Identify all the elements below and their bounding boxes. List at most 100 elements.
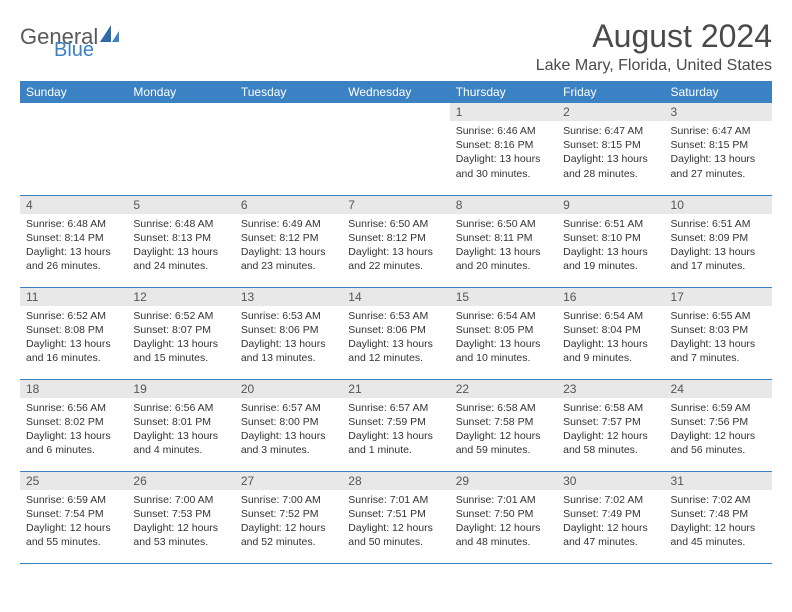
day-cell: 28Sunrise: 7:01 AMSunset: 7:51 PMDayligh… [342, 471, 449, 563]
sunset-text: Sunset: 8:14 PM [26, 231, 121, 245]
day-body: Sunrise: 7:00 AMSunset: 7:53 PMDaylight:… [127, 490, 234, 556]
day-number-empty [342, 103, 449, 121]
logo-blue-text: Blue [54, 39, 94, 61]
title-block: August 2024 Lake Mary, Florida, United S… [536, 18, 772, 75]
day-number: 21 [342, 380, 449, 398]
day-body: Sunrise: 6:51 AMSunset: 8:09 PMDaylight:… [665, 214, 772, 280]
day-number-empty [235, 103, 342, 121]
day-cell: 13Sunrise: 6:53 AMSunset: 8:06 PMDayligh… [235, 287, 342, 379]
sunrise-text: Sunrise: 6:48 AM [133, 217, 228, 231]
sunrise-text: Sunrise: 6:53 AM [348, 309, 443, 323]
day-number: 17 [665, 288, 772, 306]
day-cell: 1Sunrise: 6:46 AMSunset: 8:16 PMDaylight… [450, 103, 557, 195]
day-body: Sunrise: 6:57 AMSunset: 8:00 PMDaylight:… [235, 398, 342, 464]
dow-header-row: Sunday Monday Tuesday Wednesday Thursday… [20, 81, 772, 103]
dow-tuesday: Tuesday [235, 81, 342, 103]
day-number: 29 [450, 472, 557, 490]
daylight-text: Daylight: 12 hours and 55 minutes. [26, 521, 121, 549]
sunrise-text: Sunrise: 6:50 AM [456, 217, 551, 231]
daylight-text: Daylight: 12 hours and 45 minutes. [671, 521, 766, 549]
sunset-text: Sunset: 8:13 PM [133, 231, 228, 245]
day-cell: 17Sunrise: 6:55 AMSunset: 8:03 PMDayligh… [665, 287, 772, 379]
day-number: 20 [235, 380, 342, 398]
sunset-text: Sunset: 8:09 PM [671, 231, 766, 245]
day-body: Sunrise: 6:47 AMSunset: 8:15 PMDaylight:… [557, 121, 664, 187]
day-body: Sunrise: 6:51 AMSunset: 8:10 PMDaylight:… [557, 214, 664, 280]
week-row: 1Sunrise: 6:46 AMSunset: 8:16 PMDaylight… [20, 103, 772, 195]
day-cell: 27Sunrise: 7:00 AMSunset: 7:52 PMDayligh… [235, 471, 342, 563]
daylight-text: Daylight: 13 hours and 30 minutes. [456, 152, 551, 180]
sunrise-text: Sunrise: 6:49 AM [241, 217, 336, 231]
dow-sunday: Sunday [20, 81, 127, 103]
day-cell: 16Sunrise: 6:54 AMSunset: 8:04 PMDayligh… [557, 287, 664, 379]
daylight-text: Daylight: 12 hours and 56 minutes. [671, 429, 766, 457]
day-body: Sunrise: 6:54 AMSunset: 8:04 PMDaylight:… [557, 306, 664, 372]
sunrise-text: Sunrise: 6:58 AM [456, 401, 551, 415]
day-number: 19 [127, 380, 234, 398]
daylight-text: Daylight: 13 hours and 26 minutes. [26, 245, 121, 273]
sunrise-text: Sunrise: 7:00 AM [241, 493, 336, 507]
sunset-text: Sunset: 8:12 PM [241, 231, 336, 245]
day-cell: 11Sunrise: 6:52 AMSunset: 8:08 PMDayligh… [20, 287, 127, 379]
sunset-text: Sunset: 7:54 PM [26, 507, 121, 521]
day-number: 22 [450, 380, 557, 398]
day-cell: 29Sunrise: 7:01 AMSunset: 7:50 PMDayligh… [450, 471, 557, 563]
day-number: 27 [235, 472, 342, 490]
day-number: 28 [342, 472, 449, 490]
daylight-text: Daylight: 13 hours and 16 minutes. [26, 337, 121, 365]
day-body: Sunrise: 6:56 AMSunset: 8:02 PMDaylight:… [20, 398, 127, 464]
daylight-text: Daylight: 13 hours and 12 minutes. [348, 337, 443, 365]
daylight-text: Daylight: 13 hours and 9 minutes. [563, 337, 658, 365]
day-cell: 8Sunrise: 6:50 AMSunset: 8:11 PMDaylight… [450, 195, 557, 287]
sunrise-text: Sunrise: 6:51 AM [671, 217, 766, 231]
sunset-text: Sunset: 8:15 PM [671, 138, 766, 152]
header: GeneralBlue August 2024 Lake Mary, Flori… [20, 18, 772, 75]
day-cell: 18Sunrise: 6:56 AMSunset: 8:02 PMDayligh… [20, 379, 127, 471]
day-body: Sunrise: 6:49 AMSunset: 8:12 PMDaylight:… [235, 214, 342, 280]
day-cell: 22Sunrise: 6:58 AMSunset: 7:58 PMDayligh… [450, 379, 557, 471]
sunset-text: Sunset: 7:59 PM [348, 415, 443, 429]
daylight-text: Daylight: 12 hours and 48 minutes. [456, 521, 551, 549]
dow-monday: Monday [127, 81, 234, 103]
day-cell: 23Sunrise: 6:58 AMSunset: 7:57 PMDayligh… [557, 379, 664, 471]
sunset-text: Sunset: 8:08 PM [26, 323, 121, 337]
sunrise-text: Sunrise: 6:50 AM [348, 217, 443, 231]
day-body: Sunrise: 6:58 AMSunset: 7:58 PMDaylight:… [450, 398, 557, 464]
week-row: 25Sunrise: 6:59 AMSunset: 7:54 PMDayligh… [20, 471, 772, 563]
sunrise-text: Sunrise: 6:54 AM [456, 309, 551, 323]
daylight-text: Daylight: 13 hours and 13 minutes. [241, 337, 336, 365]
day-cell: 5Sunrise: 6:48 AMSunset: 8:13 PMDaylight… [127, 195, 234, 287]
sunset-text: Sunset: 8:06 PM [348, 323, 443, 337]
day-number: 10 [665, 196, 772, 214]
day-number: 2 [557, 103, 664, 121]
day-number: 15 [450, 288, 557, 306]
day-number: 18 [20, 380, 127, 398]
sunset-text: Sunset: 8:01 PM [133, 415, 228, 429]
sunrise-text: Sunrise: 6:51 AM [563, 217, 658, 231]
daylight-text: Daylight: 12 hours and 53 minutes. [133, 521, 228, 549]
calendar-body: 1Sunrise: 6:46 AMSunset: 8:16 PMDaylight… [20, 103, 772, 563]
day-number: 8 [450, 196, 557, 214]
daylight-text: Daylight: 13 hours and 27 minutes. [671, 152, 766, 180]
daylight-text: Daylight: 13 hours and 24 minutes. [133, 245, 228, 273]
day-cell: 26Sunrise: 7:00 AMSunset: 7:53 PMDayligh… [127, 471, 234, 563]
day-cell [235, 103, 342, 195]
day-body: Sunrise: 7:01 AMSunset: 7:51 PMDaylight:… [342, 490, 449, 556]
day-body: Sunrise: 6:59 AMSunset: 7:56 PMDaylight:… [665, 398, 772, 464]
daylight-text: Daylight: 12 hours and 59 minutes. [456, 429, 551, 457]
dow-friday: Friday [557, 81, 664, 103]
week-row: 4Sunrise: 6:48 AMSunset: 8:14 PMDaylight… [20, 195, 772, 287]
day-number: 3 [665, 103, 772, 121]
day-number: 31 [665, 472, 772, 490]
day-number: 4 [20, 196, 127, 214]
daylight-text: Daylight: 12 hours and 50 minutes. [348, 521, 443, 549]
day-body: Sunrise: 6:57 AMSunset: 7:59 PMDaylight:… [342, 398, 449, 464]
day-number: 7 [342, 196, 449, 214]
day-cell: 19Sunrise: 6:56 AMSunset: 8:01 PMDayligh… [127, 379, 234, 471]
sunrise-text: Sunrise: 7:02 AM [671, 493, 766, 507]
day-body: Sunrise: 6:56 AMSunset: 8:01 PMDaylight:… [127, 398, 234, 464]
day-body: Sunrise: 6:58 AMSunset: 7:57 PMDaylight:… [557, 398, 664, 464]
sunrise-text: Sunrise: 6:54 AM [563, 309, 658, 323]
daylight-text: Daylight: 12 hours and 52 minutes. [241, 521, 336, 549]
dow-wednesday: Wednesday [342, 81, 449, 103]
